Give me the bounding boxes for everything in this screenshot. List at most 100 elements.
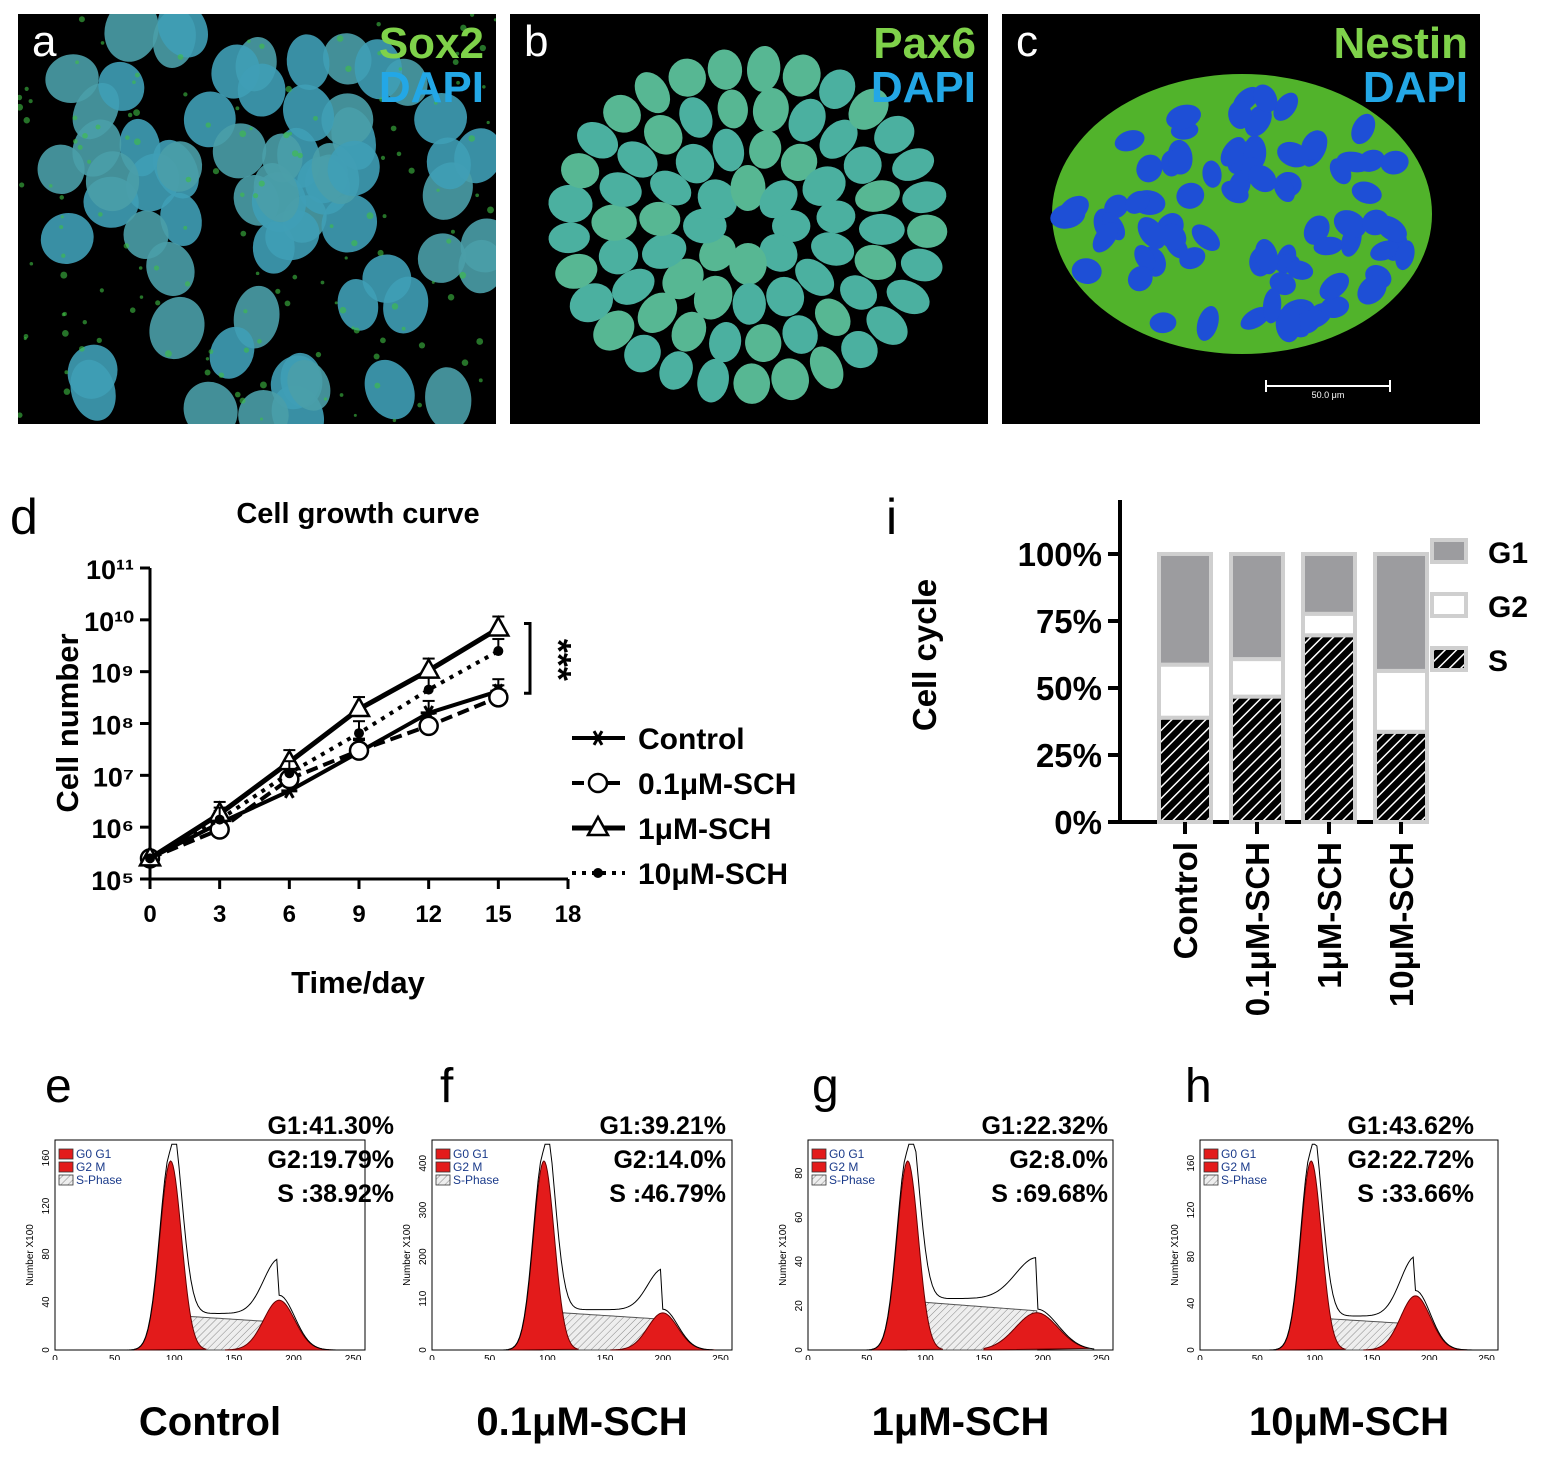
flow-xtick: 100 — [1306, 1354, 1323, 1360]
stat-g1: G1:22.32% — [981, 1112, 1108, 1140]
flow-ytick: 0 — [794, 1347, 805, 1353]
growth-point — [486, 614, 511, 637]
stain-marker-c: Nestin — [1333, 19, 1468, 68]
growth-point — [145, 853, 155, 864]
flow-stats-h: G1:43.62% G2:22.72% S :33.66% — [1304, 1109, 1474, 1211]
flow-ytick: 120 — [41, 1197, 52, 1214]
growth-series-1 — [139, 684, 509, 869]
significance-bracket — [524, 622, 532, 695]
micro-panel-a: a Sox2 DAPI — [18, 14, 496, 424]
flow-ytick: 80 — [1186, 1251, 1197, 1263]
flow-xtick: 150 — [1364, 1354, 1381, 1360]
panel-letter-i: i — [886, 489, 898, 545]
panel-letter-h: h — [1185, 1060, 1212, 1113]
growth-legend-label: 10μM-SCH — [638, 858, 788, 891]
panel-letter-f: f — [440, 1060, 454, 1113]
flow-ylabel: Number X100 — [778, 1224, 789, 1286]
flow-envelope — [854, 1143, 1095, 1351]
flow-legend-label: G2 M — [1221, 1160, 1250, 1174]
flow-ytick: 0 — [41, 1347, 52, 1353]
panel-letter-g: g — [812, 1060, 839, 1113]
growth-ytick: 10⁷ — [93, 762, 134, 792]
growth-legend-label: 1μM-SCH — [638, 813, 771, 846]
stain-counter-c: DAPI — [1362, 63, 1468, 112]
cycle-bar-G1 — [1301, 552, 1357, 616]
panel-letter-a: a — [32, 17, 57, 66]
flow-ytick: 110 — [418, 1290, 429, 1306]
cycle-legend-swatch — [1430, 538, 1468, 564]
cycle-bar-S — [1157, 715, 1213, 824]
stain-counter-a: DAPI — [378, 63, 484, 112]
flow-xtick: 250 — [1478, 1354, 1495, 1360]
flow-ytick: 80 — [794, 1167, 805, 1179]
growth-ytick: 10⁶ — [92, 814, 134, 844]
flow-legend-label: S-Phase — [76, 1173, 122, 1187]
flow-legend-swatch — [811, 1161, 827, 1173]
flow-condition-g: 1μM-SCH — [871, 1400, 1050, 1444]
panel-letter-e: e — [45, 1060, 72, 1113]
flow-xtick: 150 — [597, 1354, 614, 1360]
flow-g2-peak — [983, 1312, 1090, 1351]
flow-histogram-h: 050100150200250Channels(PE-Texas Red-A)0… — [1170, 1139, 1499, 1360]
growth-ytick: 10¹⁰ — [84, 607, 134, 637]
flow-envelope — [102, 1143, 346, 1351]
growth-ylabel: Cell number — [50, 633, 85, 812]
micro-panel-b: b Pax6 DAPI — [510, 14, 988, 424]
growth-xtick: 3 — [213, 901, 226, 928]
growth-ytick: 10⁸ — [91, 711, 134, 741]
cycle-bar-G2 — [1373, 668, 1429, 734]
micro-image-b — [548, 45, 948, 404]
flow-stats-f: G1:39.21% G2:14.0% S :46.79% — [556, 1109, 726, 1211]
growth-point — [284, 768, 295, 779]
stat-g1: G1:43.62% — [1347, 1112, 1474, 1140]
flow-envelope — [1245, 1143, 1480, 1351]
cycle-ylabel: Cell cycle — [906, 579, 943, 731]
flow-condition-h: 10μM-SCH — [1248, 1400, 1450, 1444]
flow-xtick: 100 — [917, 1354, 934, 1360]
flow-ytick: 160 — [1186, 1155, 1197, 1172]
flow-legend-swatch — [1203, 1174, 1219, 1186]
flow-xtick: 200 — [285, 1354, 302, 1360]
growth-legend-label: Control — [638, 723, 745, 756]
cycle-legend-label: G1 — [1488, 537, 1528, 570]
cycle-bar-G1 — [1157, 551, 1213, 667]
cellcycle-chart: 0% 25% 50% 75% 100% Cell cycle Control 0.1μM-SC… — [906, 500, 1528, 1016]
cycle-bar-G2 — [1301, 611, 1357, 638]
flow-xtick: 0 — [1197, 1354, 1203, 1360]
flow-legend-label: G0 G1 — [1221, 1147, 1257, 1161]
scale-bar-label: 50.0 μm — [1312, 390, 1345, 400]
micro-image-a — [18, 14, 496, 424]
growth-legend-marker — [592, 730, 604, 746]
flow-legend-swatch — [58, 1174, 74, 1186]
cycle-category-label: 0.1μM-SCH — [1239, 842, 1276, 1016]
flow-histogram-g: 050100150200250Channels(PE-Texas Red-A)0… — [778, 1139, 1114, 1360]
growth-xlabel: Time/day — [291, 965, 426, 1000]
flow-xtick: 200 — [654, 1354, 671, 1360]
flow-xtick: 50 — [1252, 1354, 1264, 1360]
growth-legend-marker — [585, 814, 611, 837]
stat-g2: G2:8.0% — [1009, 1146, 1108, 1174]
flow-ytick: 40 — [1186, 1297, 1197, 1309]
micro-image-c: 50.0 μm — [1050, 74, 1432, 400]
flow-legend-label: S-Phase — [829, 1173, 875, 1187]
cycle-bar-G2 — [1229, 657, 1285, 699]
growth-ytick: 10¹¹ — [86, 555, 134, 585]
stain-counter-b: DAPI — [870, 63, 976, 112]
flow-legend-swatch — [435, 1174, 451, 1186]
stat-g1: G1:41.30% — [267, 1112, 394, 1140]
flow-legend-swatch — [435, 1161, 451, 1173]
growth-point — [354, 728, 364, 739]
growth-point — [346, 695, 372, 718]
cycle-ytick: 50% — [1036, 670, 1102, 707]
stat-g2: G2:14.0% — [613, 1146, 726, 1174]
flow-legend-label: S-Phase — [1221, 1173, 1267, 1187]
flow-legend-label: G0 G1 — [829, 1147, 865, 1161]
cycle-category-label: 10μM-SCH — [1383, 842, 1420, 1007]
flow-legend-label: G2 M — [76, 1160, 105, 1174]
stat-s: S :33.66% — [1357, 1180, 1474, 1208]
flow-xtick: 200 — [1034, 1354, 1051, 1360]
cycle-legend-swatch — [1430, 592, 1468, 618]
flow-xtick: 250 — [712, 1354, 729, 1360]
flow-xtick: 50 — [484, 1354, 496, 1360]
panel-letter-c: c — [1016, 17, 1038, 66]
